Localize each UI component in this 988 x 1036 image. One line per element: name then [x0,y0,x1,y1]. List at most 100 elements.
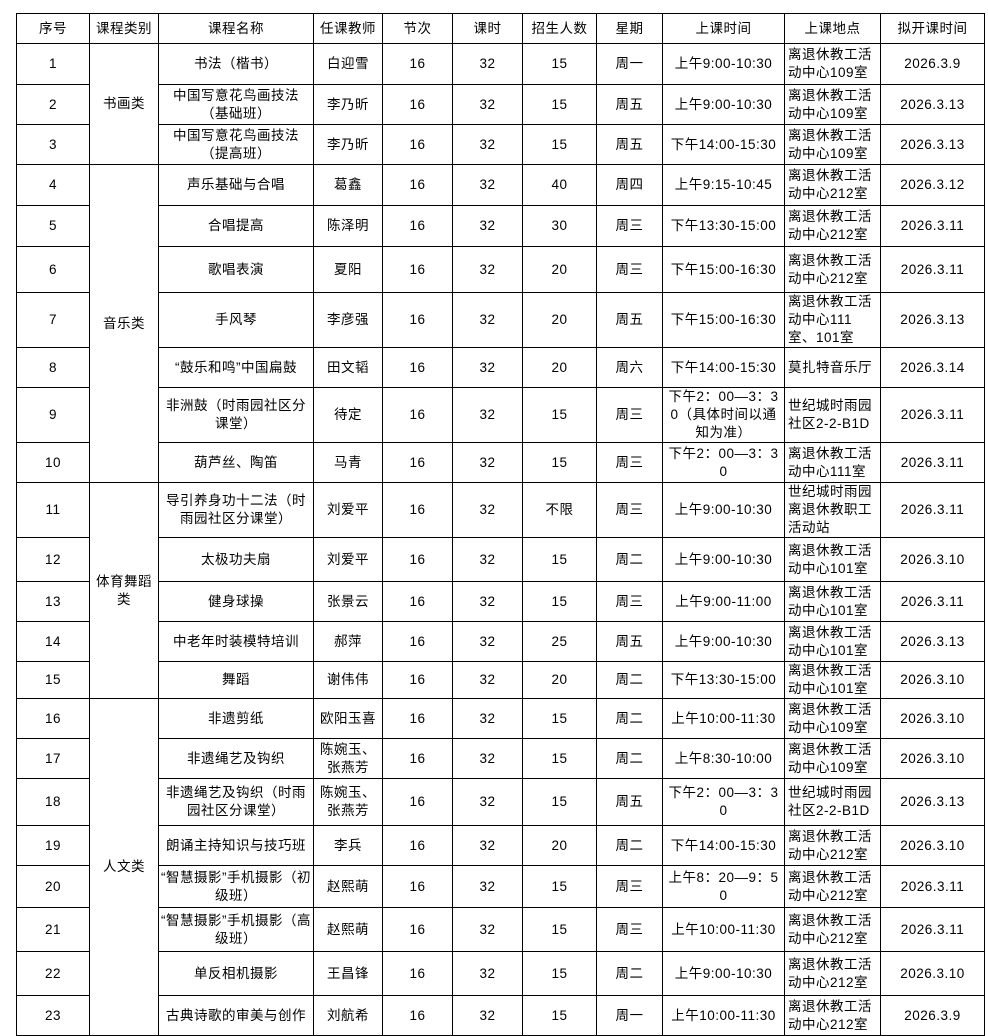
enrollment-cell: 20 [522,825,597,866]
class-hours-cell: 32 [452,164,523,206]
row-number-cell: 3 [16,124,90,165]
table-row: 16 人文类 非遗剪纸 欧阳玉喜 16 32 15 周二 上午10:00-11:30 离退休教工活… [16,698,985,1036]
class-time-cell: 下午14:00-15:30 [662,347,785,388]
table-row: 1 书画类 书法（楷书） 白迎雪 16 32 15 周一 上午9:00-10:30 离退休教工活动… [16,43,985,165]
location-cell: 世纪城时雨园离退休教职工活动站 [784,482,881,538]
start-date-cell: 2026.3.11 [880,246,985,293]
weekday-cell: 周一 [596,995,663,1036]
class-time-cell: 下午2：00—3：30（具体时间以通知为准） [662,387,785,443]
sessions-cell: 16 [382,661,453,699]
table-row: 3 中国写意花鸟画技法（提高班） 李乃昕 16 32 15 周五 下午14:00-15:30 离… [16,124,985,165]
table-row: 13 健身球操 张景云 16 32 15 周三 上午9:00-11:00 离退休教工活动中心10… [16,581,985,622]
course-name-cell: 非洲鼓（时雨园社区分课堂） [158,387,314,443]
start-date-cell: 2026.3.10 [880,738,985,779]
location-cell: 世纪城时雨园社区2-2-B1D [784,387,881,443]
class-time-cell: 下午2：00—3：30 [662,442,785,483]
class-hours-cell: 32 [452,205,523,247]
course-name-cell: 葫芦丝、陶笛 [158,442,314,483]
enrollment-cell: 15 [522,907,597,952]
table-row: 7 手风琴 李彦强 16 32 20 周五 下午15:00-16:30 离退休教工活动中心111… [16,292,985,348]
weekday-cell: 周三 [596,581,663,622]
course-name-cell: “智慧摄影”手机摄影（高级班） [158,907,314,952]
row-number-cell: 17 [16,738,90,779]
category-cell: 书画类 [89,43,159,165]
class-hours-cell: 32 [452,778,523,826]
teacher-cell: 刘爱平 [313,537,383,582]
class-time-cell: 上午10:00-11:30 [662,698,785,739]
start-date-cell: 2026.3.11 [880,205,985,247]
sessions-cell: 16 [382,825,453,866]
teacher-cell: 待定 [313,387,383,443]
class-hours-cell: 32 [452,907,523,952]
enrollment-cell: 15 [522,537,597,582]
location-cell: 离退休教工活动中心212室 [784,205,881,247]
table-row: 19 朗诵主持知识与技巧班 李兵 16 32 20 周二 下午14:00-15:30 离退休教工… [16,825,985,866]
weekday-cell: 周三 [596,482,663,538]
location-cell: 离退休教工活动中心111室、101室 [784,292,881,348]
teacher-cell: 张景云 [313,581,383,622]
class-time-cell: 下午2：00—3：30 [662,778,785,826]
class-hours-cell: 32 [452,581,523,622]
weekday-cell: 周三 [596,387,663,443]
course-name-cell: “智慧摄影”手机摄影（初级班） [158,865,314,908]
class-time-cell: 上午9:00-10:30 [662,482,785,538]
row-number-cell: 7 [16,292,90,348]
location-cell: 离退休教工活动中心212室 [784,995,881,1036]
row-number-cell: 18 [16,778,90,826]
course-name-cell: 导引养身功十二法（时雨园社区分课堂） [158,482,314,538]
sessions-cell: 16 [382,951,453,996]
weekday-cell: 周二 [596,738,663,779]
course-name-cell: 手风琴 [158,292,314,348]
teacher-cell: 刘爱平 [313,482,383,538]
table-row: 10 葫芦丝、陶笛 马青 16 32 15 周三 下午2：00—3：30 离退休教工活动中心11… [16,442,985,483]
start-date-cell: 2026.3.13 [880,124,985,165]
start-date-cell: 2026.3.13 [880,292,985,348]
class-hours-cell: 32 [452,347,523,388]
location-cell: 离退休教工活动中心101室 [784,661,881,699]
table-row: 21 “智慧摄影”手机摄影（高级班） 赵熙萌 16 32 15 周三 上午10:00-11:3… [16,907,985,952]
enrollment-cell: 15 [522,124,597,165]
class-time-cell: 下午13:30-15:00 [662,205,785,247]
sessions-cell: 16 [382,124,453,165]
class-time-cell: 下午13:30-15:00 [662,661,785,699]
class-hours-cell: 32 [452,738,523,779]
row-number-cell: 19 [16,825,90,866]
course-name-cell: 古典诗歌的审美与创作 [158,995,314,1036]
sessions-cell: 16 [382,347,453,388]
category-cell: 体育舞蹈类 [89,482,159,699]
row-number-cell: 1 [16,43,90,85]
class-hours-cell: 32 [452,621,523,662]
enrollment-cell: 15 [522,84,597,125]
enrollment-cell: 30 [522,205,597,247]
location-cell: 离退休教工活动中心109室 [784,84,881,125]
weekday-cell: 周二 [596,825,663,866]
column-header: 上课地点 [784,13,881,44]
table-row: 12 太极功夫扇 刘爱平 16 32 15 周二 上午9:00-10:30 离退休教工活动中心1… [16,537,985,582]
sessions-cell: 16 [382,84,453,125]
class-time-cell: 下午14:00-15:30 [662,825,785,866]
weekday-cell: 周二 [596,661,663,699]
row-number-cell: 4 [16,164,90,206]
column-header: 招生人数 [522,13,597,44]
teacher-cell: 陈婉玉、张燕芳 [313,738,383,779]
row-number-cell: 12 [16,537,90,582]
teacher-cell: 陈泽明 [313,205,383,247]
row-number-cell: 21 [16,907,90,952]
weekday-cell: 周六 [596,347,663,388]
row-number-cell: 11 [16,482,90,538]
start-date-cell: 2026.3.13 [880,621,985,662]
class-hours-cell: 32 [452,661,523,699]
class-time-cell: 上午9:00-10:30 [662,951,785,996]
enrollment-cell: 15 [522,43,597,85]
location-cell: 离退休教工活动中心101室 [784,581,881,622]
column-header: 节次 [382,13,453,44]
start-date-cell: 2026.3.10 [880,661,985,699]
sessions-cell: 16 [382,482,453,538]
course-name-cell: 非遗绳艺及钩织（时雨园社区分课堂） [158,778,314,826]
teacher-cell: 欧阳玉喜 [313,698,383,739]
class-time-cell: 上午9:00-10:30 [662,621,785,662]
sessions-cell: 16 [382,537,453,582]
sessions-cell: 16 [382,907,453,952]
sessions-cell: 16 [382,995,453,1036]
table-row: 17 非遗绳艺及钩织 陈婉玉、张燕芳 16 32 15 周二 上午8:30-10:00 离退休教… [16,738,985,779]
